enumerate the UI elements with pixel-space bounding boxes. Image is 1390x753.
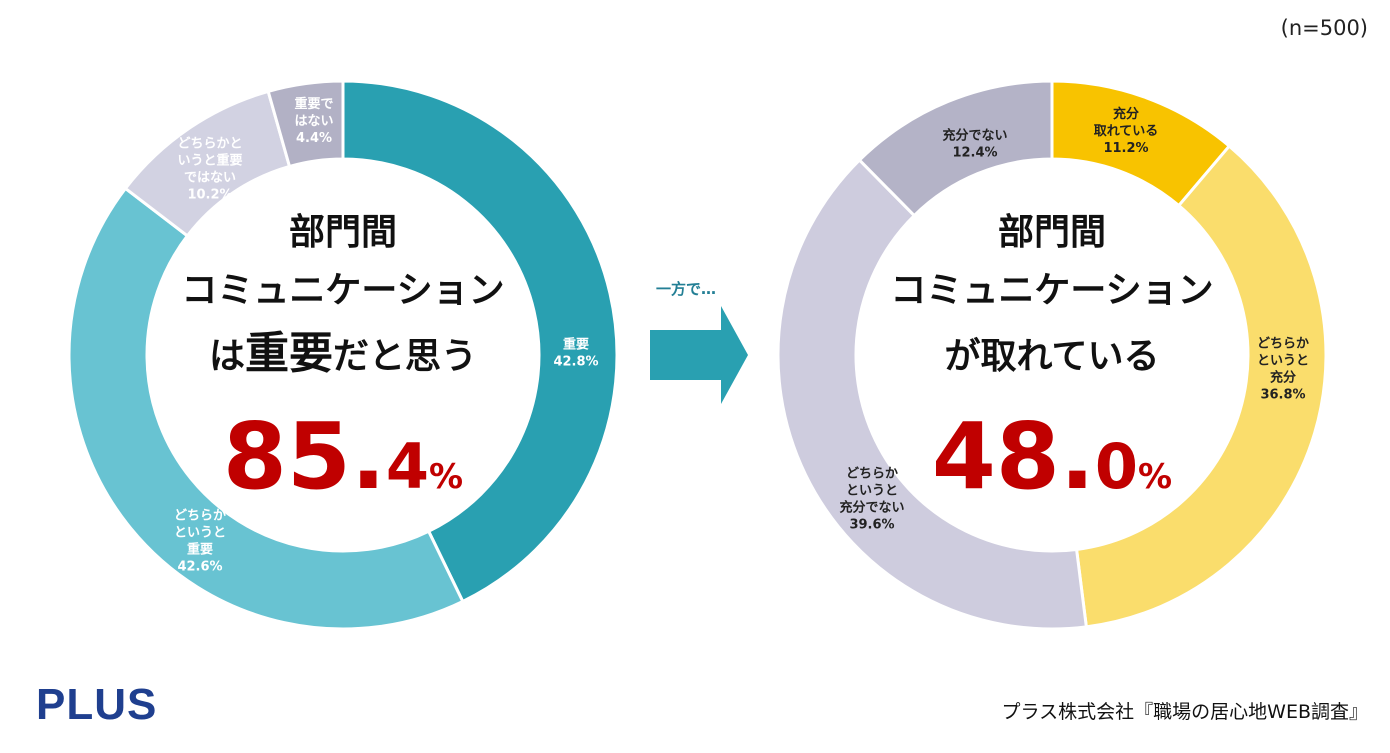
source-credit: プラス株式会社『職場の居心地WEB調査』 (1001, 701, 1368, 723)
plus-logo: PLUS (36, 680, 158, 729)
donut-slice-1-2 (776, 157, 1089, 631)
donut-slice-0-3 (266, 79, 345, 169)
center-title-line-1-2: が取れている (945, 336, 1160, 377)
slice-label-0-2: どちらかというと重要ではない 10.2% (177, 137, 242, 203)
headline-value-1: 48.0% (932, 403, 1172, 510)
importance-donut-chart: 重要 42.8% どちらかというと重要 42.6% どちらかというと重要ではない 10.2… (67, 79, 619, 631)
slice-label-0-1: どちらかというと重要 42.6% (174, 509, 226, 575)
arrow-caption: 一方で… (656, 280, 717, 298)
slice-label-0-3: 重要ではない 4.4% (294, 96, 333, 146)
slice-label-0-0: 重要 42.8% (553, 337, 598, 370)
center-title-line-0-2: は重要だと思う (209, 328, 477, 379)
donut-slice-1-1 (1074, 143, 1328, 629)
center-title-line-1-1: コミュニケーション (890, 270, 1213, 311)
donut-slice-0-1 (67, 186, 465, 631)
slice-label-1-3: 充分でない 12.4% (942, 128, 1007, 161)
slice-label-1-0: 充分取れている 11.2% (1094, 106, 1159, 156)
sample-size-label: (n=500) (1280, 16, 1368, 40)
center-title-line-0-1: コミュニケーション (181, 270, 504, 311)
headline-value-0: 85.4% (223, 403, 463, 510)
communication-donut-chart: 充分取れている 11.2% どちらかというと充分 36.8% どちらかというと充分でない… (776, 79, 1328, 631)
donut-slice-1-3 (857, 79, 1054, 218)
transition-arrow-icon (650, 306, 748, 404)
center-title-line-0-0: 部門間 (289, 212, 397, 253)
slice-label-1-2: どちらかというと充分でない 39.6% (839, 467, 904, 533)
slice-label-1-1: どちらかというと充分 36.8% (1257, 337, 1309, 403)
donut-slice-0-0 (341, 79, 619, 604)
center-title-line-1-0: 部門間 (998, 212, 1106, 253)
